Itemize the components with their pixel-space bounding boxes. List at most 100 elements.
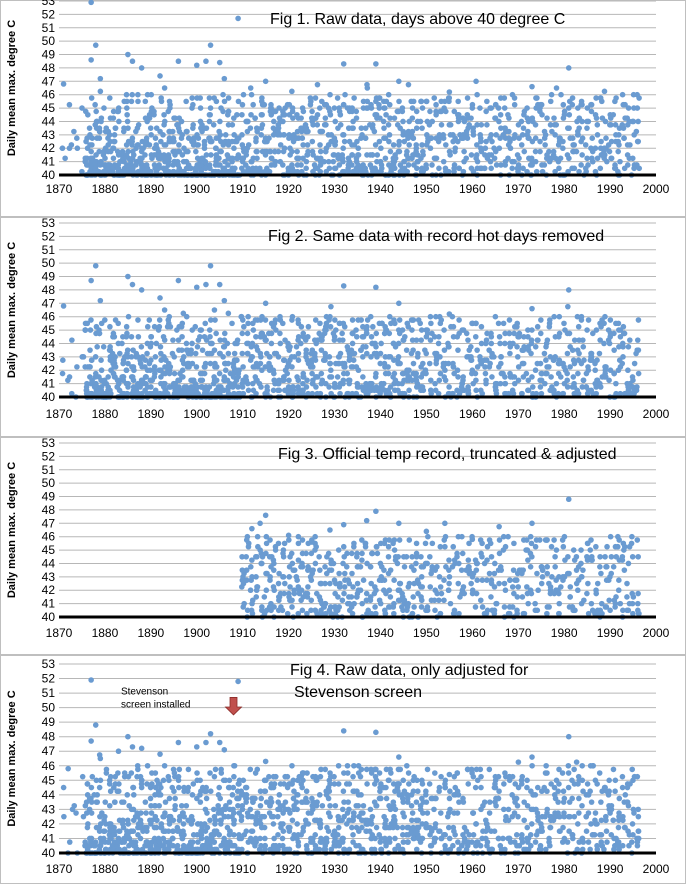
data-point [88,57,94,63]
data-point [414,354,421,360]
data-point [197,327,204,333]
data-point [253,390,259,397]
y-tick-label: 40 [42,610,56,624]
data-point [119,799,125,805]
data-point [245,540,252,547]
data-point [395,354,402,360]
data-point [523,537,530,543]
data-point [420,360,426,367]
x-tick-label: 1910 [229,862,256,876]
data-point [87,364,93,370]
data-point [454,810,461,816]
data-point [287,810,293,816]
data-point [207,165,213,172]
data-point [573,148,580,155]
data-point [98,367,105,374]
data-point [201,821,208,827]
data-point [635,553,641,560]
data-point [309,108,315,115]
data-point [529,384,536,390]
data-point [387,148,394,155]
data-point [216,832,222,838]
data-point [308,577,315,583]
data-point [424,604,431,610]
data-point [625,607,632,614]
data-point [238,813,245,820]
data-point [561,320,567,327]
data-point [337,111,344,118]
data-point [85,821,91,827]
x-tick-label: 1880 [92,862,119,876]
data-point [206,327,213,333]
data-point [585,610,592,617]
data-point [418,337,425,343]
data-point [584,118,590,125]
data-point [264,384,270,390]
data-point [400,607,406,614]
data-point [603,604,610,610]
data-point [332,118,339,125]
data-point [433,111,439,118]
x-tick-label: 1880 [92,407,119,421]
data-point [592,145,599,152]
data-point [391,577,397,583]
data-point [611,330,617,337]
data-point [500,533,507,540]
data-point [464,839,471,845]
data-point [105,162,111,168]
data-point [558,374,564,380]
data-point [151,835,158,842]
data-point [348,594,355,600]
data-point [253,574,259,580]
data-point [585,580,591,587]
data-point [488,330,494,337]
data-point [534,607,541,614]
data-point [230,384,236,390]
data-point [263,587,270,594]
data-point [401,564,408,570]
data-point [483,108,489,115]
data-point [165,828,172,834]
data-point [270,132,277,138]
data-point [451,610,458,617]
data-point [203,281,209,288]
data-point [602,313,608,320]
data-point [431,597,438,604]
data-point [395,553,402,560]
data-point [478,145,484,152]
data-point [174,828,181,834]
data-point [598,570,604,577]
data-point [489,374,495,380]
x-tick-label: 1900 [183,626,210,640]
data-point [138,155,144,162]
data-point [464,95,471,101]
data-point [594,580,601,587]
data-point [332,580,339,587]
data-point [588,101,594,108]
data-point [469,770,475,776]
data-point [594,155,601,162]
data-point [624,142,631,148]
data-point [68,142,75,148]
y-tick-label: 43 [42,128,56,142]
data-point [286,574,293,580]
data-point [220,354,226,360]
data-point [616,344,622,350]
data-point [455,111,461,118]
data-point [271,604,277,610]
data-point [175,337,182,343]
data-point [161,85,168,91]
data-point [235,384,241,390]
x-tick-label: 1910 [229,407,256,421]
data-point [385,364,391,370]
data-point [411,604,417,610]
data-point [621,547,627,553]
data-point [87,390,93,397]
data-point [74,135,80,141]
data-point [162,799,169,805]
data-point [192,350,199,357]
y-tick-label: 49 [42,490,56,504]
data-point [225,162,231,168]
data-point [597,607,604,614]
data-point [376,320,383,327]
